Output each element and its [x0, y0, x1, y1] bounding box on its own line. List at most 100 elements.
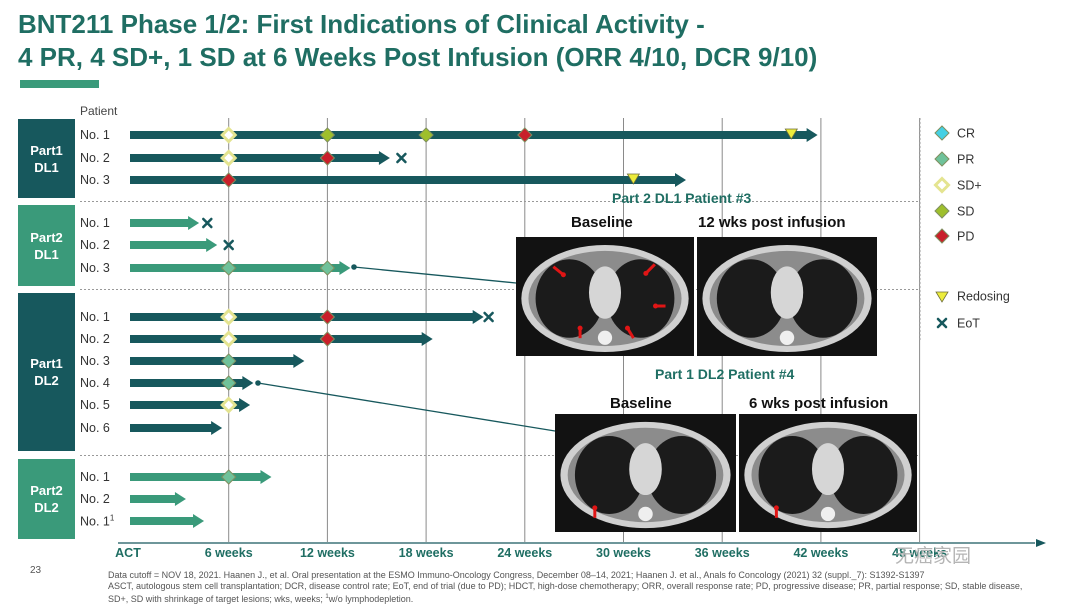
marker-sd-plus [220, 308, 238, 326]
patient-label: No. 3 [80, 261, 110, 275]
x-axis-arrowhead [1036, 539, 1046, 547]
x-tick-label: 42 weeks [793, 546, 848, 560]
ct-red-arrow-tip [577, 325, 583, 331]
patient-bar [130, 335, 423, 343]
patient-label: No. 2 [80, 151, 110, 165]
ct-red-arrow-tip [624, 325, 630, 331]
patient-label: No. 1 [80, 128, 110, 142]
case-study-1-right-label: 12 wks post infusion [698, 214, 846, 231]
marker-eot-strokes [202, 217, 213, 229]
case-study-2-left-label: Baseline [610, 395, 672, 412]
legend-symbol-pr [934, 151, 950, 167]
legend-symbol-sd [934, 203, 950, 219]
patient-bar [130, 219, 190, 227]
group-label-box: Part1 DL2 [18, 293, 75, 451]
patient-bar [130, 154, 380, 162]
legend-symbol-eot [936, 317, 948, 329]
marker-pd [319, 331, 336, 347]
patient-label-text: No. 5 [80, 398, 110, 412]
patient-label-text: No. 2 [80, 332, 110, 346]
patient-bar [130, 401, 241, 409]
footnote-superscript: 1 [325, 594, 329, 600]
marker-sd-plus [220, 396, 238, 414]
marker-pd [220, 172, 237, 188]
x-tick-label: 18 weeks [399, 546, 454, 560]
ct-lung-left [574, 436, 644, 514]
ct-spine [779, 330, 795, 345]
legend-label: SD [957, 205, 974, 219]
marker-sd [319, 127, 336, 143]
patient-label-text: No. 3 [80, 261, 110, 275]
marker-eot [202, 217, 213, 229]
ct-scan-baseline-1 [516, 237, 694, 356]
marker-redosing [626, 173, 641, 185]
x-tick-label: 12 weeks [300, 546, 355, 560]
marker-pd [319, 309, 336, 325]
marker-pr [220, 260, 237, 276]
patient-bar-arrowhead [239, 398, 251, 412]
ct-lung-right [606, 259, 675, 338]
page-number: 23 [30, 565, 42, 576]
patient-label-text: No. 3 [80, 173, 110, 187]
ct-lung-right [829, 436, 898, 514]
case-study-1-title: Part 2 DL1 Patient #3 [612, 190, 752, 206]
patient-label: No. 1 [80, 216, 110, 230]
connector-line-case-1 [353, 266, 517, 284]
patient-bar-arrowhead [378, 151, 390, 165]
patient-label: No. 2 [80, 238, 110, 252]
legend-symbol-cr [934, 125, 950, 141]
patient-bar-arrowhead [675, 173, 687, 187]
case-study-2-right-label: 6 wks post infusion [749, 395, 889, 412]
ct-mediastinum [629, 443, 662, 496]
slide-title: BNT211 Phase 1/2: First Indications of C… [18, 8, 1068, 74]
ct-red-arrow-tip [643, 270, 649, 276]
patient-column-header: Patient [80, 104, 118, 118]
legend-symbol-pd [934, 228, 950, 244]
marker-eot-strokes [396, 152, 407, 164]
ct-lung-right [788, 259, 858, 338]
marker-sd-plus [220, 126, 238, 144]
marker-eot [483, 311, 494, 323]
group-label-box: Part2 DL1 [18, 205, 75, 286]
patient-bar [130, 357, 295, 365]
footnote-line-2-tail: w/o lymphodepletion. [328, 594, 414, 604]
patient-label: No. 3 [80, 354, 110, 368]
legend-symbol-eot-strokes [936, 317, 948, 329]
patient-bar-arrowhead [421, 332, 433, 346]
case-study-2-title: Part 1 DL2 Patient #4 [655, 366, 795, 382]
ct-mediastinum [770, 266, 804, 319]
marker-redosing [784, 128, 798, 140]
marker-pr [220, 353, 237, 369]
patient-bar-arrowhead [193, 514, 205, 528]
marker-pr [220, 469, 237, 485]
marker-eot [223, 239, 234, 251]
title-line-2: 4 PR, 4 SD+, 1 SD at 6 Weeks Post Infusi… [18, 42, 818, 72]
title-line-1: BNT211 Phase 1/2: First Indications of C… [18, 9, 705, 39]
ct-scan-12wks-post-infusion [697, 237, 877, 356]
patient-label-text: No. 3 [80, 354, 110, 368]
legend-label: CR [957, 127, 975, 141]
patient-label-text: No. 2 [80, 492, 110, 506]
patient-bar-arrowhead [339, 261, 351, 275]
group-label-box: Part2 DL2 [18, 459, 75, 539]
marker-pd [517, 127, 533, 143]
legend-label: SD+ [957, 179, 982, 193]
patient-bar [130, 131, 808, 139]
patient-bar-arrowhead [188, 216, 200, 230]
patient-label: No. 6 [80, 421, 110, 435]
ct-spine [638, 506, 653, 522]
ct-scan-svg [744, 421, 912, 529]
patient-label: No. 1 [80, 310, 110, 324]
patient-bar-arrowhead [206, 238, 218, 252]
footnote: Data cutoff = NOV 18, 2021. Haanen J., e… [108, 570, 1028, 605]
x-tick-label: 48 weeks [892, 546, 947, 560]
ct-mediastinum [811, 443, 845, 496]
patient-label-text: No. 1 [80, 514, 110, 529]
patient-label-text: No. 1 [80, 128, 110, 142]
marker-eot-strokes [483, 311, 494, 323]
patient-label-text: No. 1 [80, 470, 110, 484]
patient-label-text: No. 4 [80, 376, 110, 390]
case-study-1-left-label: Baseline [571, 214, 633, 231]
patient-bar-arrowhead [293, 354, 305, 368]
